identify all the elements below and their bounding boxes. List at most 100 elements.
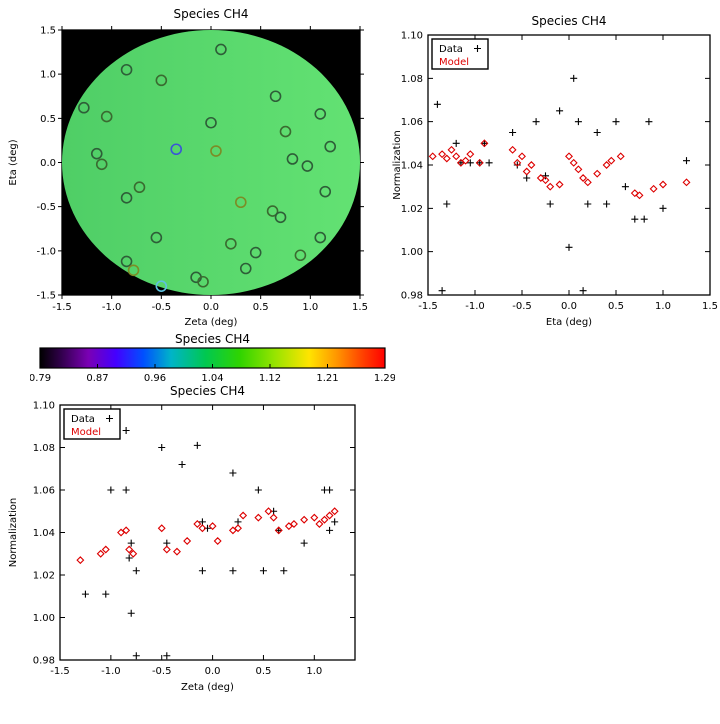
plot-border bbox=[59, 404, 356, 661]
chart-title: Species CH4 bbox=[173, 7, 248, 21]
map-point bbox=[155, 280, 168, 292]
map-point bbox=[150, 231, 163, 244]
map-point bbox=[155, 74, 168, 87]
y-axis-label: Normalization bbox=[8, 498, 19, 568]
legend-data-label: Data bbox=[71, 414, 95, 425]
map-point bbox=[314, 108, 327, 120]
map-point bbox=[120, 63, 133, 76]
colorbar-tick-label: 1.21 bbox=[316, 373, 338, 384]
y-tick-label: 1.10 bbox=[33, 401, 55, 412]
map-point bbox=[324, 140, 337, 153]
colorbar-tick-label: 1.12 bbox=[259, 373, 281, 384]
map-point bbox=[197, 275, 209, 288]
legend-plus-marker bbox=[106, 415, 113, 422]
x-tick-label: 1.0 bbox=[302, 302, 318, 313]
y-tick-label: 1.08 bbox=[401, 74, 423, 85]
x-axis-label: Zeta (deg) bbox=[181, 682, 234, 693]
x-tick-label: 0.0 bbox=[561, 301, 577, 312]
model-points bbox=[428, 139, 691, 200]
x-tick-label: 0.5 bbox=[608, 301, 624, 312]
x-tick-label: 1.5 bbox=[702, 301, 718, 312]
legend-box bbox=[63, 408, 121, 440]
x-axis-label: Eta (deg) bbox=[546, 317, 592, 328]
x-tick-label: -1.5 bbox=[50, 666, 70, 677]
map-point bbox=[120, 192, 133, 204]
y-tick-label: 1.06 bbox=[33, 486, 55, 497]
colorbar-tick-label: 0.96 bbox=[144, 373, 166, 384]
map-point bbox=[249, 246, 262, 259]
x-tick-label: -1.0 bbox=[102, 302, 122, 313]
x-tick-label: 1.0 bbox=[655, 301, 671, 312]
zeta-scatter-panel: Species CH4 -1.5 -1.0 -0.5 0.0 0.5 1.0 0.98 1.00… bbox=[0, 384, 395, 720]
x-tick-label: -0.5 bbox=[152, 302, 172, 313]
map-point bbox=[127, 264, 140, 277]
field-disk bbox=[62, 30, 360, 295]
map-point bbox=[314, 231, 327, 244]
chart-title: Species CH4 bbox=[531, 14, 606, 28]
map-point bbox=[225, 237, 237, 250]
scatter-chart: Species CH4 -1.5 -1.0 -0.5 0.0 0.5 1.0 0.98 1.00… bbox=[8, 384, 356, 693]
colorbar-tick-label: 1.29 bbox=[374, 373, 395, 384]
y-tick-label: 1.04 bbox=[33, 528, 55, 539]
x-tick-label: -1.5 bbox=[418, 301, 438, 312]
map-point bbox=[215, 43, 227, 56]
map-point bbox=[319, 185, 332, 198]
colorbar-tick-label: 0.87 bbox=[86, 373, 108, 384]
y-tick-label: -1.0 bbox=[36, 246, 56, 257]
eta-scatter-panel: Species CH4 -1.5 -1.0 -0.5 0.0 0.5 1.0 1.5 0.98 1… bbox=[390, 0, 720, 345]
y-axis-label: Eta (deg) bbox=[8, 139, 19, 185]
y-tick-label: 1.00 bbox=[401, 247, 423, 258]
y-tick-label: 1.02 bbox=[33, 571, 55, 582]
y-tick-label: 1.06 bbox=[401, 117, 423, 128]
x-tick-label: -0.5 bbox=[512, 301, 532, 312]
x-tick-label: 1.5 bbox=[352, 302, 368, 313]
map-point bbox=[170, 143, 183, 156]
map-point bbox=[133, 181, 146, 194]
y-tick-label: 1.5 bbox=[40, 26, 56, 37]
x-axis-label: Zeta (deg) bbox=[185, 317, 238, 328]
chart-title: Species CH4 bbox=[170, 385, 245, 398]
map-point bbox=[95, 158, 108, 171]
model-points bbox=[76, 507, 339, 565]
map-point bbox=[100, 110, 113, 123]
x-tick-label: 0.5 bbox=[255, 666, 271, 677]
x-tick-label: -0.5 bbox=[152, 666, 172, 677]
y-tick-label: 0.98 bbox=[33, 656, 55, 667]
map-point bbox=[210, 145, 222, 157]
y-tick-label: 1.02 bbox=[401, 204, 423, 215]
map-panel: Species CH4 -1.5 -1.0 -0.5 0.0 0.5 1.0 1.5 -1.5 -… bbox=[0, 0, 395, 345]
y-tick-label: 0.98 bbox=[401, 291, 423, 302]
map-point bbox=[90, 147, 103, 160]
map-point bbox=[239, 262, 252, 275]
x-tick-label: -1.5 bbox=[52, 302, 72, 313]
data-points bbox=[81, 427, 339, 660]
colorbar-tick-label: 0.79 bbox=[30, 373, 51, 384]
y-tick-label: 0.5 bbox=[40, 114, 56, 125]
x-tick-label: 0.5 bbox=[253, 302, 269, 313]
map-point bbox=[235, 196, 247, 209]
y-tick-label: 1.00 bbox=[33, 613, 55, 624]
y-tick-label: 0.0 bbox=[40, 158, 56, 169]
map-point bbox=[266, 205, 279, 217]
colorbar-tick-label: 1.04 bbox=[201, 373, 223, 384]
y-tick-label: 1.04 bbox=[401, 161, 423, 172]
map-point bbox=[269, 90, 282, 103]
map-chart: Species CH4 -1.5 -1.0 -0.5 0.0 0.5 1.0 1.5 -1.5 -… bbox=[8, 7, 368, 328]
x-tick-label: 1.0 bbox=[306, 666, 322, 677]
y-tick-label: 1.10 bbox=[401, 31, 423, 42]
legend-plus-marker bbox=[474, 45, 481, 52]
colorbar-panel: Species CH4 0.79 0.87 0.96 1.04 1.12 1.21 1.29 bbox=[29, 332, 396, 388]
y-tick-label: -1.5 bbox=[36, 291, 56, 302]
map-point bbox=[78, 101, 90, 114]
legend-data-label: Data bbox=[439, 44, 463, 55]
map-point bbox=[279, 125, 292, 138]
colorbar-chart: Species CH4 0.79 0.87 0.96 1.04 1.12 1.21 1.29 bbox=[29, 332, 396, 384]
map-point bbox=[294, 249, 307, 262]
x-tick-label: 0.0 bbox=[203, 302, 219, 313]
map-point bbox=[286, 153, 299, 165]
y-tick-label: -0.5 bbox=[36, 202, 56, 213]
scatter-chart: Species CH4 -1.5 -1.0 -0.5 0.0 0.5 1.0 1.5 0.98 1… bbox=[392, 14, 718, 328]
map-point bbox=[120, 255, 133, 268]
legend-box bbox=[431, 38, 489, 70]
